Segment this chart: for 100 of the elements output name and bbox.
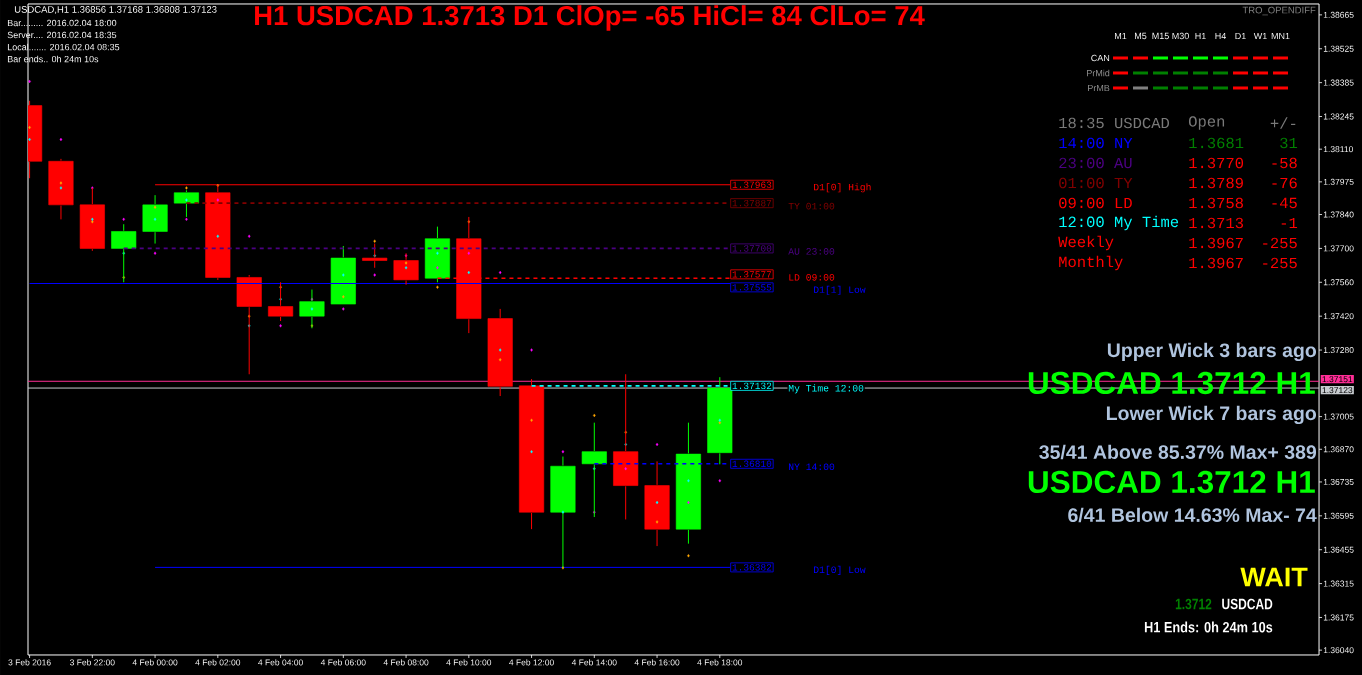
annotation: -45 (1272, 197, 1297, 209)
y-tick-label: 1.36870 (1323, 446, 1354, 453)
y-tick-label: 1.37280 (1323, 347, 1354, 354)
legend-label: LD 09:00 (789, 274, 835, 281)
y-tick-label: 1.37560 (1323, 279, 1354, 286)
annotation: 18:35 USDCAD (1059, 117, 1170, 129)
annotation: Server.... 2016.02.04 18:35 (7, 31, 117, 39)
annotation: USDCAD (1222, 598, 1273, 610)
data-label: 1.37963 (732, 181, 772, 188)
y-tick-label: 1.36175 (1323, 614, 1354, 621)
x-tick-label: 4 Feb 12:00 (509, 659, 554, 666)
annotation: -1 (1281, 217, 1298, 229)
data-label: 1.36810 (732, 460, 772, 468)
y-tick-label: 1.38665 (1323, 11, 1354, 18)
y-tick-label: 1.36595 (1323, 512, 1354, 519)
category-label: H1 (1195, 32, 1206, 40)
ref-line-label: 1.37123 (1322, 387, 1353, 394)
category-label: PrMB (1088, 84, 1110, 92)
annotation: +/- (1270, 117, 1296, 129)
annotation: Bar ends.. 0h 24m 10s (7, 55, 99, 63)
category-label: D1 (1235, 32, 1246, 40)
category-label: PrMid (1087, 69, 1110, 77)
annotation: 1.3712 (1175, 598, 1212, 610)
annotation: 31 (1280, 137, 1298, 149)
category-label: W1 (1253, 32, 1267, 40)
annotation: WAIT (1240, 567, 1308, 587)
y-tick-label: 1.37840 (1323, 211, 1354, 218)
chart-subtitle: USDCAD,H1 1.36856 1.37168 1.36808 1.37123 (14, 6, 217, 14)
legend-label: AU 23:00 (788, 248, 835, 255)
text: D1[0] High (814, 183, 871, 193)
annotation: Open (1188, 116, 1225, 130)
ref-line-label: 1.37151 (1322, 376, 1353, 383)
y-tick-label: 1.37005 (1323, 413, 1354, 420)
chart-title: H1 USDCAD 1.3713 D1 ClOp= -65 HiCl= 84 ClLo= 74 (255, 5, 925, 31)
category-label: M30 (1172, 32, 1189, 40)
legend-label: My Time 12:00 (788, 384, 864, 394)
x-tick-label: 4 Feb 18:00 (697, 659, 743, 666)
y-tick-label: 1.36735 (1323, 478, 1354, 485)
x-tick-label: 4 Feb 16:00 (634, 659, 680, 666)
annotation: 1.3713 (1189, 217, 1244, 229)
annotation: 1.3758 (1189, 197, 1243, 209)
legend-label: NY 14:00 (789, 463, 835, 471)
annotation: H1 Ends: 0h 24m 10s (1144, 621, 1273, 633)
x-tick-label: 3 Feb 22:00 (69, 659, 115, 666)
x-tick-label: 4 Feb 02:00 (195, 659, 241, 666)
annotation: 23:00 AU (1059, 157, 1132, 169)
annotation: -255 (1263, 257, 1297, 269)
annotation: Bar......... 2016.02.04 18:00 (7, 19, 117, 27)
annotation: Lower Wick 7 bars ago (1106, 405, 1317, 425)
annotation: TRO_OPENDIFF (1242, 6, 1316, 16)
y-tick-label: 1.37420 (1323, 313, 1354, 320)
y-tick-label: 1.36040 (1323, 647, 1354, 654)
annotation: 09:00 LD (1059, 197, 1132, 209)
data-label: 1.37555 (732, 284, 772, 291)
annotation: 1.3967 (1189, 237, 1243, 249)
annotation: Weekly (1058, 235, 1114, 251)
y-tick-label: 1.38525 (1323, 45, 1354, 52)
x-tick-label: 4 Feb 00:00 (132, 659, 178, 666)
category-label: CAN (1091, 54, 1110, 62)
category-label: M1 (1114, 32, 1127, 40)
annotation: 1.3770 (1189, 157, 1244, 169)
legend-label: TY 01:00 (788, 202, 835, 210)
annotation: 01:00 TY (1059, 177, 1133, 189)
y-tick-label: 1.36315 (1323, 580, 1354, 587)
data-label: 1.37132 (732, 382, 772, 390)
category-label: M15 (1152, 32, 1169, 40)
x-tick-label: 3 Feb 2016 (8, 659, 51, 666)
data-label: 1.36382 (732, 564, 772, 571)
y-tick-label: 1.38110 (1323, 146, 1353, 153)
annotation: Upper Wick 3 bars ago (1107, 342, 1317, 362)
data-label: 1.37700 (732, 245, 772, 252)
data-label: 1.37887 (732, 199, 772, 207)
annotation: Local....... 2016.02.04 08:35 (7, 43, 120, 51)
annotation: 6/41 Below 14.63% Max- 74 (1068, 507, 1317, 523)
annotation: 14:00 NY (1059, 137, 1133, 149)
annotation: 1.3681 (1189, 137, 1244, 149)
y-tick-label: 1.38245 (1323, 113, 1354, 120)
annotation: Monthly (1059, 255, 1123, 271)
y-tick-label: 1.37700 (1323, 245, 1354, 252)
text: D1[0] Low (814, 565, 866, 575)
annotation: 12:00 My Time (1059, 215, 1179, 231)
category-label: H4 (1215, 32, 1226, 40)
y-tick-label: 1.38385 (1323, 79, 1354, 86)
annotation: -255 (1263, 237, 1297, 249)
x-tick-label: 4 Feb 04:00 (258, 659, 303, 666)
data-label: 1.37577 (732, 271, 772, 278)
annotation: 35/41 Above 85.37% Max+ 389 (1039, 444, 1317, 460)
annotation: 1.3789 (1189, 177, 1243, 189)
category-label: M5 (1134, 32, 1147, 40)
annotation: 1.3967 (1189, 257, 1243, 269)
y-tick-label: 1.37975 (1323, 178, 1354, 185)
annotation: -58 (1272, 157, 1297, 169)
x-tick-label: 4 Feb 10:00 (446, 659, 492, 666)
x-tick-label: 4 Feb 08:00 (383, 659, 429, 666)
annotation: USDCAD 1.3712 H1 (1028, 470, 1315, 494)
x-tick-label: 4 Feb 14:00 (571, 659, 617, 666)
text: D1[1] Low (814, 285, 866, 295)
x-tick-label: 4 Feb 06:00 (320, 659, 366, 666)
annotation: -76 (1272, 177, 1297, 189)
category-label: MN1 (1271, 32, 1290, 40)
